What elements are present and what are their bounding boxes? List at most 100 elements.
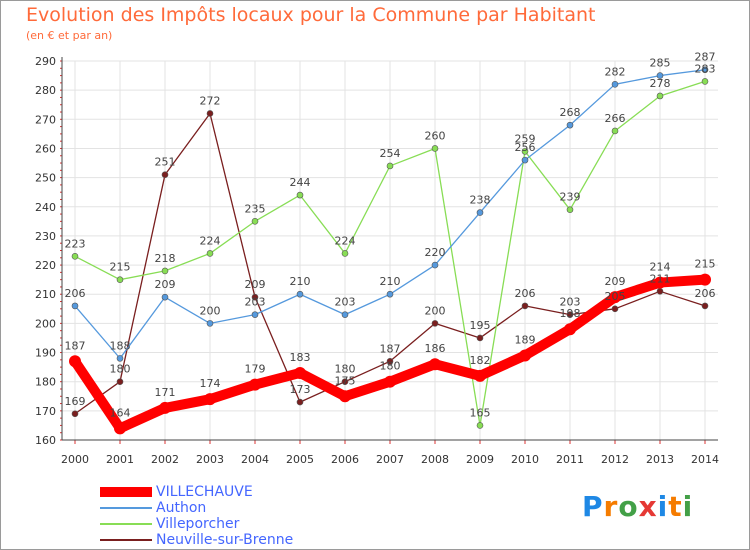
point-neuville-sur-brenne (341, 378, 349, 385)
point-villechauve (294, 366, 306, 379)
point-villechauve (114, 422, 126, 435)
legend-label: Villeporcher (156, 516, 240, 532)
point-authon (656, 72, 664, 79)
point-authon (341, 311, 349, 318)
data-label-villechauve: 198 (560, 307, 581, 320)
data-label-neuville-sur-brenne: 195 (470, 319, 491, 332)
data-label-villeporcher: 215 (110, 261, 131, 274)
point-villechauve (429, 358, 441, 371)
point-villechauve (339, 390, 351, 403)
y-tick-label: 170 (35, 405, 56, 418)
data-label-villeporcher: 266 (605, 112, 626, 125)
data-label-villechauve: 215 (695, 258, 716, 271)
logo-letter: i (657, 490, 669, 523)
y-tick-label: 280 (35, 84, 56, 97)
legend-label: Authon (156, 500, 207, 516)
data-label-neuville-sur-brenne: 203 (560, 296, 581, 309)
point-authon (71, 302, 79, 310)
point-villechauve (159, 401, 171, 414)
x-tick-label: 2011 (556, 453, 584, 466)
proxiti-logo: Proxiti (582, 490, 693, 523)
point-villechauve (699, 273, 711, 286)
axes: 160 170 180 190 200 210 220 230 240 250 260 270 280 2… (35, 55, 719, 466)
point-villechauve (609, 291, 621, 304)
point-villeporcher (386, 162, 394, 170)
point-neuville-sur-brenne (206, 110, 214, 117)
data-label-authon: 238 (470, 194, 491, 207)
data-label-villechauve: 187 (65, 339, 86, 352)
point-villeporcher (611, 127, 619, 135)
data-label-neuville-sur-brenne: 180 (110, 363, 131, 376)
point-villeporcher (341, 250, 349, 257)
data-label-villeporcher: 283 (695, 62, 716, 75)
point-neuville-sur-brenne (656, 288, 664, 295)
data-label-villechauve: 164 (110, 406, 131, 419)
y-tick-label: 200 (35, 317, 56, 330)
point-authon (296, 290, 304, 298)
legend-swatch (100, 539, 152, 541)
point-neuville-sur-brenne (296, 398, 304, 406)
point-authon (161, 293, 169, 301)
legend-item: VILLECHAUVE (100, 484, 400, 500)
data-label-authon: 210 (290, 275, 311, 288)
y-tick-label: 180 (35, 376, 56, 389)
logo-letter: t (668, 490, 683, 523)
data-label-villeporcher: 259 (515, 132, 536, 145)
x-tick-label: 2000 (61, 453, 89, 466)
data-label-villechauve: 180 (380, 360, 401, 373)
data-label-villechauve: 209 (605, 275, 626, 288)
x-tick-label: 2014 (691, 453, 719, 466)
data-label-villechauve: 186 (425, 342, 446, 355)
data-label-villeporcher: 254 (380, 147, 401, 160)
chart-subtitle: (en € et par an) (26, 29, 113, 42)
data-label-villeporcher: 165 (470, 406, 491, 419)
point-authon (116, 355, 124, 362)
point-neuville-sur-brenne (566, 311, 574, 318)
legend-label: VILLECHAUVE (156, 484, 253, 500)
data-label-villeporcher: 218 (155, 252, 176, 265)
series-layer (69, 66, 711, 435)
point-villeporcher (521, 148, 529, 155)
legend-swatch (100, 523, 152, 525)
data-label-authon: 282 (605, 65, 626, 78)
data-label-villeporcher: 244 (290, 176, 311, 189)
logo-letter: x (638, 490, 658, 523)
point-neuville-sur-brenne (251, 293, 259, 301)
data-label-villechauve: 179 (245, 363, 266, 376)
point-authon (701, 66, 709, 74)
x-tick-label: 2005 (286, 453, 314, 466)
data-label-authon: 209 (155, 278, 176, 291)
data-label-authon: 220 (425, 246, 446, 259)
x-tick-label: 2009 (466, 453, 494, 466)
point-neuville-sur-brenne (521, 302, 529, 310)
point-villechauve (654, 276, 666, 289)
legend-label: Neuville-sur-Brenne (156, 532, 294, 548)
x-tick-label: 2001 (106, 453, 134, 466)
data-label-villeporcher: 278 (650, 77, 671, 90)
legend-item: Villeporcher (100, 516, 400, 532)
data-label-neuville-sur-brenne: 180 (335, 363, 356, 376)
y-tick-label: 260 (35, 142, 56, 155)
point-villeporcher (566, 206, 574, 213)
point-neuville-sur-brenne (476, 334, 484, 342)
x-tick-label: 2007 (376, 453, 404, 466)
point-neuville-sur-brenne (611, 305, 619, 313)
data-label-neuville-sur-brenne: 187 (380, 342, 401, 355)
logo-letter: o (618, 490, 639, 523)
data-label-villechauve: 171 (155, 386, 176, 399)
x-tick-label: 2010 (511, 453, 539, 466)
x-tick-label: 2004 (241, 453, 269, 466)
data-label-authon: 203 (335, 296, 356, 309)
point-villeporcher (116, 276, 124, 283)
point-villechauve (564, 323, 576, 336)
legend-swatch (100, 507, 152, 509)
data-label-authon: 287 (695, 51, 716, 64)
data-label-authon: 256 (515, 141, 536, 154)
point-neuville-sur-brenne (701, 302, 709, 310)
y-tick-label: 290 (35, 55, 56, 68)
data-label-authon: 206 (65, 287, 86, 300)
legend-swatch (100, 487, 152, 497)
point-villeporcher (206, 250, 214, 257)
logo-letter: r (603, 490, 619, 523)
